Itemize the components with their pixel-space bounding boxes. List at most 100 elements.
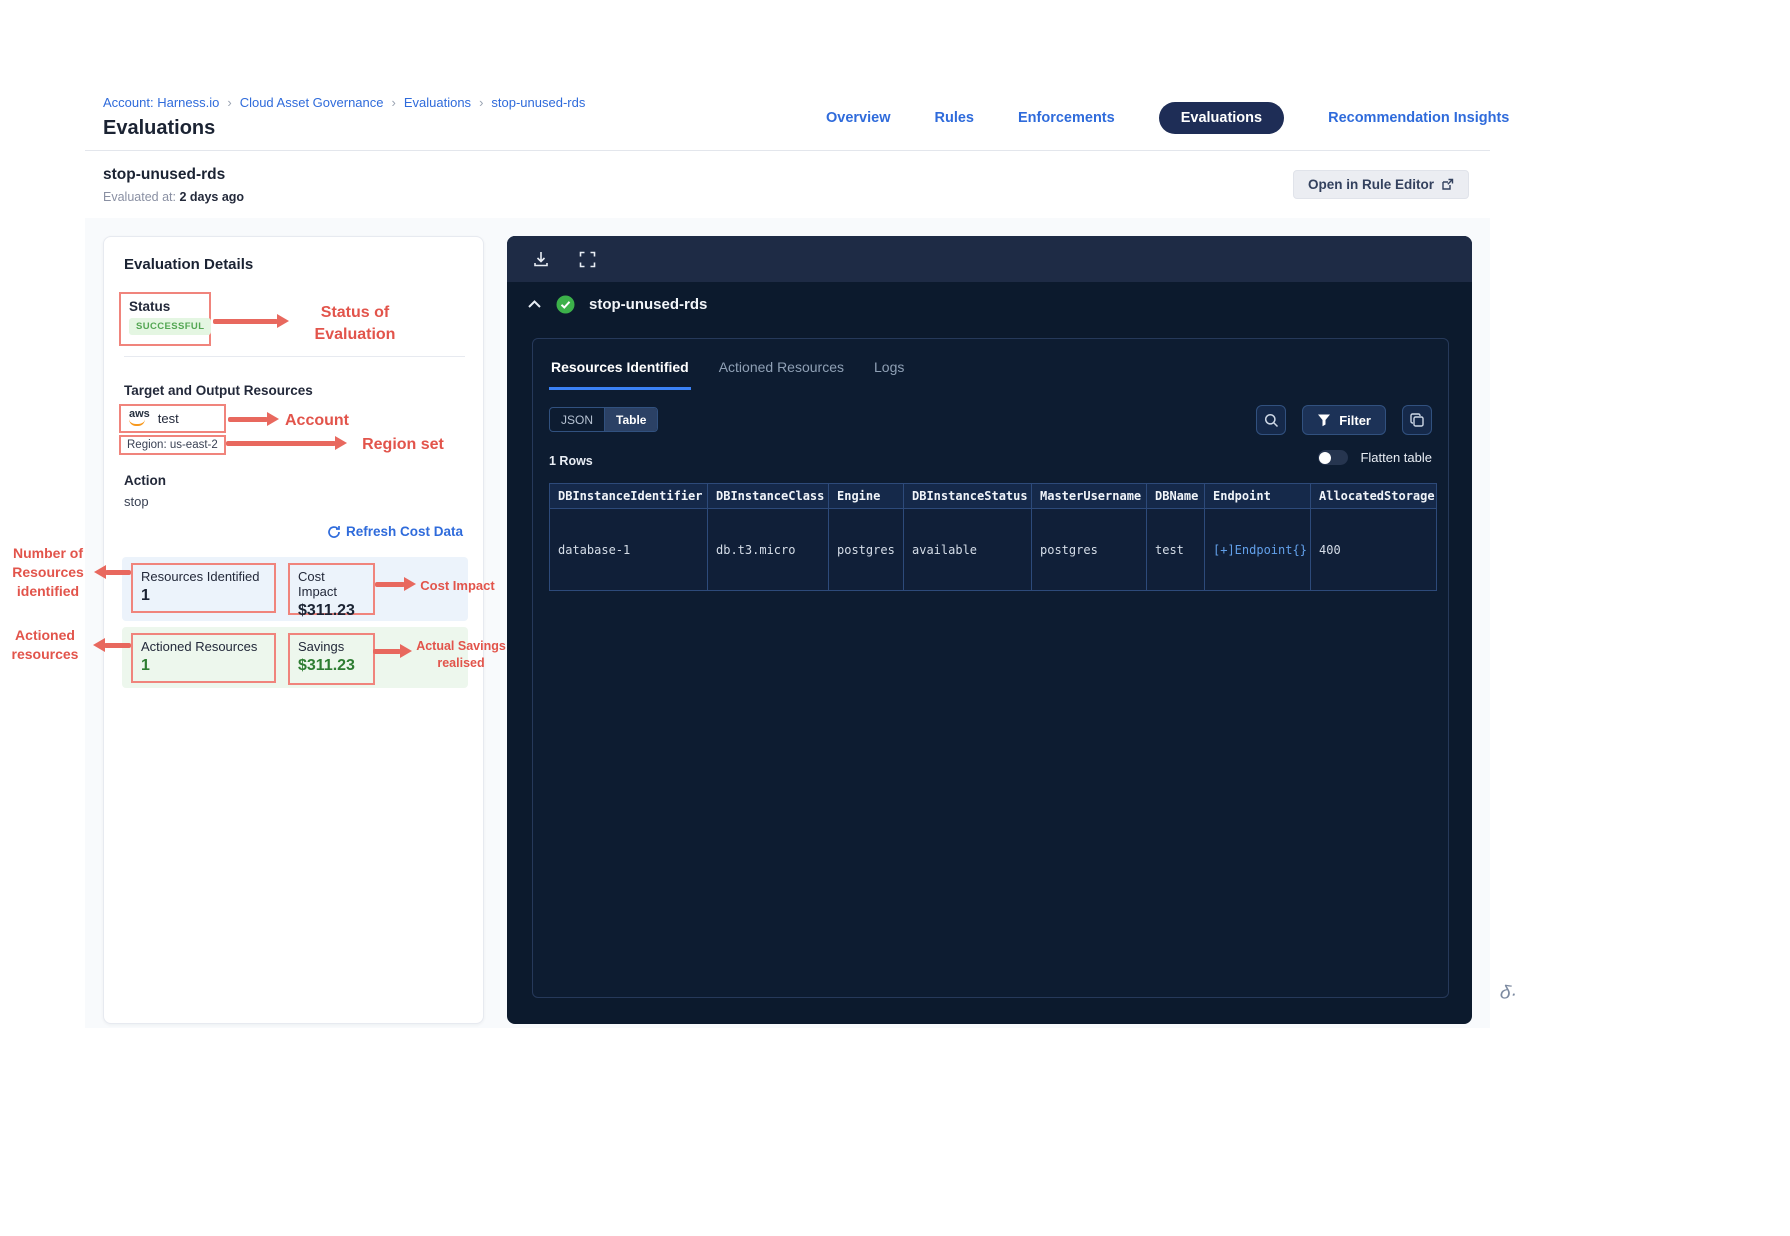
copy-button[interactable]	[1402, 405, 1432, 435]
column-header-dbname: DBName	[1146, 483, 1205, 509]
refresh-cost-data-label: Refresh Cost Data	[345, 524, 463, 539]
download-icon[interactable]	[531, 249, 551, 269]
section-divider	[124, 356, 465, 357]
annotation-resources: Number of Resources identified	[12, 545, 84, 599]
annotation-account: Account	[285, 412, 349, 429]
breadcrumb-evaluations[interactable]: Evaluations	[403, 95, 472, 110]
panel-toolbar	[507, 236, 1472, 282]
cell-engine: postgres	[828, 508, 904, 591]
evaluation-output-panel: stop-unused-rds Resources Identified Acti…	[507, 236, 1472, 1024]
actioned-resources-stat: Actioned Resources 1	[131, 633, 276, 683]
cell-masterusername: postgres	[1031, 508, 1147, 591]
chevron-up-icon[interactable]	[527, 294, 541, 314]
cost-impact-value: $311.23	[298, 602, 355, 619]
action-label: Action	[124, 473, 166, 488]
view-option-table[interactable]: Table	[604, 408, 658, 431]
resources-table: DBInstanceIdentifier DBInstanceClass Engin…	[549, 483, 1437, 591]
breadcrumb-stop-unused-rds[interactable]: stop-unused-rds	[491, 95, 586, 110]
annotation-arrow-status	[213, 314, 289, 328]
rule-collapse-row[interactable]: stop-unused-rds	[527, 294, 707, 314]
table-controls: Filter	[1256, 405, 1432, 435]
tab-actioned-resources[interactable]: Actioned Resources	[718, 359, 844, 375]
actioned-resources-value: 1	[141, 657, 150, 674]
savings-label: Savings	[298, 639, 345, 654]
resources-tabs: Resources Identified Actioned Resources Lo…	[549, 351, 906, 390]
cell-endpoint[interactable]: [+]Endpoint{}	[1204, 508, 1311, 591]
refresh-cost-data-link[interactable]: Refresh Cost Data	[327, 524, 463, 539]
action-value: stop	[124, 494, 149, 509]
nav-tab-rules[interactable]: Rules	[934, 110, 975, 126]
annotation-arrow-actioned	[93, 638, 131, 652]
column-header-dbinstancestatus: DBInstanceStatus	[903, 483, 1032, 509]
annotation-arrow-savings	[373, 644, 412, 658]
status-badge: SUCCESSFUL	[129, 318, 212, 335]
table-body: database-1 db.t3.micro postgres available po…	[549, 508, 1437, 591]
view-option-json[interactable]: JSON	[561, 412, 594, 427]
annotation-cost-impact: Cost Impact	[420, 578, 495, 593]
nav-tab-evaluations[interactable]: Evaluations	[1158, 102, 1285, 134]
resources-identified-stat: Resources Identified 1	[131, 563, 276, 613]
resources-card: Resources Identified Actioned Resources Lo…	[532, 338, 1449, 998]
status-label: Status	[129, 299, 171, 314]
refresh-icon	[327, 525, 341, 539]
stray-annotation-mark: δ·	[1498, 981, 1519, 1006]
region-chip: Region: us-east-2	[119, 435, 226, 455]
breadcrumb-separator-icon: ›	[479, 95, 484, 110]
annotation-arrow-region	[226, 436, 347, 450]
cost-impact-label: Cost Impact	[298, 569, 338, 599]
savings-value: $311.23	[298, 657, 355, 674]
resources-identified-value: 1	[141, 587, 150, 604]
rule-name-heading: stop-unused-rds	[103, 166, 226, 183]
flatten-toggle[interactable]	[1318, 450, 1349, 465]
cost-impact-stat: Cost Impact $311.23	[288, 563, 375, 619]
actioned-resources-label: Actioned Resources	[141, 639, 258, 654]
target-resources-title: Target and Output Resources	[124, 383, 313, 398]
success-check-icon	[555, 294, 575, 314]
fullscreen-icon[interactable]	[577, 249, 597, 269]
account-chip: aws test	[119, 404, 226, 433]
tab-logs[interactable]: Logs	[874, 359, 905, 375]
evaluation-details-card: Evaluation Details Status SUCCESSFUL Tar…	[103, 236, 484, 1024]
savings-stat: Savings $311.23	[288, 633, 375, 685]
table-head: DBInstanceIdentifier DBInstanceClass Engin…	[549, 483, 1437, 509]
filter-button-label: Filter	[1339, 412, 1371, 428]
table-header-row: DBInstanceIdentifier DBInstanceClass Engin…	[549, 483, 1437, 509]
nav-tab-recommendation-insights[interactable]: Recommendation Insights	[1328, 110, 1510, 126]
breadcrumb-separator-icon: ›	[391, 95, 396, 110]
status-section: Status SUCCESSFUL	[119, 292, 212, 346]
breadcrumb-account-harness-io[interactable]: Account: Harness.io	[103, 95, 220, 110]
filter-button[interactable]: Filter	[1302, 405, 1386, 435]
column-header-dbinstanceidentifier: DBInstanceIdentifier	[549, 483, 708, 509]
flatten-control: Flatten table	[1318, 450, 1432, 465]
tab-resources-identified[interactable]: Resources Identified	[549, 351, 691, 390]
evaluated-at-label: Evaluated at:	[103, 190, 176, 204]
identified-stats-row: Resources Identified 1 Cost Impact $311.…	[122, 557, 468, 621]
breadcrumb-separator-icon: ›	[227, 95, 232, 110]
open-rule-editor-button[interactable]: Open in Rule Editor	[1293, 170, 1469, 199]
copy-icon	[1410, 413, 1424, 427]
rows-count: 1 Rows	[549, 454, 593, 468]
breadcrumb: Account: Harness.io › Cloud Asset Governan…	[103, 95, 585, 110]
search-button[interactable]	[1256, 405, 1287, 435]
nav-tab-enforcements[interactable]: Enforcements	[1018, 110, 1115, 126]
column-header-engine: Engine	[828, 483, 904, 509]
annotation-arrow-cost-impact	[375, 577, 416, 591]
evaluated-at-value: 2 days ago	[179, 190, 245, 204]
annotation-arrow-account	[228, 412, 279, 426]
open-rule-editor-label: Open in Rule Editor	[1307, 177, 1434, 192]
column-header-dbinstanceclass: DBInstanceClass	[707, 483, 829, 509]
annotation-actioned: Actioned resources	[11, 627, 79, 662]
toggle-knob	[1319, 451, 1332, 464]
header-divider	[85, 150, 1490, 151]
evaluated-at: Evaluated at: 2 days ago	[103, 190, 244, 204]
cell-dbinstanceidentifier: database-1	[549, 508, 708, 591]
resources-identified-label: Resources Identified	[141, 569, 260, 584]
breadcrumb-cloud-asset-governance[interactable]: Cloud Asset Governance	[239, 95, 384, 110]
column-header-allocatedstorage: AllocatedStorage	[1310, 483, 1437, 509]
nav-tab-overview[interactable]: Overview	[826, 110, 891, 126]
evaluation-details-title: Evaluation Details	[124, 256, 254, 273]
cell-dbname: test	[1146, 508, 1205, 591]
annotation-status: Status of Evaluation	[314, 304, 396, 343]
cell-allocatedstorage: 400	[1310, 508, 1437, 591]
annotation-arrow-resources	[94, 565, 131, 579]
